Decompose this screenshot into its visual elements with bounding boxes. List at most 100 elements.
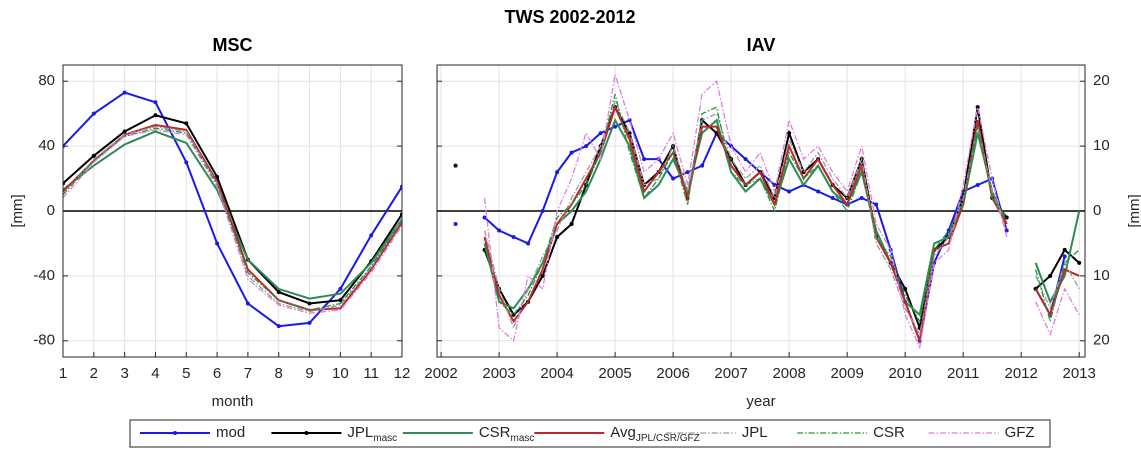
legend-name: GFZ	[1005, 424, 1035, 441]
series-marker	[184, 160, 189, 165]
series-marker	[307, 301, 312, 306]
series-marker	[540, 209, 545, 213]
series-marker	[453, 163, 458, 168]
series-marker	[526, 241, 531, 246]
x-tick-label: 2012	[1004, 365, 1037, 382]
y-tick-label: 20	[1093, 72, 1110, 89]
x-tick-label: 2009	[830, 365, 863, 382]
series-marker	[338, 298, 343, 303]
x-tick-label: 2008	[772, 365, 805, 382]
series-marker	[1004, 228, 1009, 233]
series-marker	[598, 131, 603, 136]
x-tick-label: 2004	[540, 365, 573, 382]
series-marker	[122, 90, 127, 95]
series-marker	[685, 170, 690, 175]
series-marker	[555, 170, 560, 175]
x-tick-label: 12	[394, 365, 411, 382]
x-tick-label: 2007	[714, 365, 747, 382]
y-axis-label: [mm]	[1126, 194, 1141, 227]
legend-label: AvgJPL/CSR/GFZ	[610, 424, 699, 444]
series-marker	[1062, 254, 1067, 259]
series-group	[453, 104, 1082, 332]
series-marker	[245, 301, 250, 306]
series-marker	[482, 215, 487, 220]
series-marker	[975, 105, 980, 110]
series-marker	[91, 153, 96, 158]
series-marker	[830, 196, 835, 201]
x-tick-label: 2013	[1063, 365, 1096, 382]
series-marker	[369, 233, 374, 238]
legend-name: mod	[216, 424, 245, 441]
y-axis-label: [mm]	[9, 194, 26, 227]
series-group	[483, 104, 1080, 345]
legend-marker	[173, 431, 177, 435]
x-tick-label: 2	[90, 365, 98, 382]
x-tick-label: 8	[275, 365, 283, 382]
series-marker	[569, 221, 574, 226]
series-marker	[276, 324, 281, 329]
legend-name: JPL	[742, 424, 768, 441]
y-tick-label: -80	[33, 332, 55, 349]
plot-frame	[436, 64, 1086, 358]
y-tick-label: 0	[1093, 202, 1101, 219]
series-marker	[153, 100, 158, 105]
y-tick-label: 80	[38, 72, 55, 89]
x-tick-label: 6	[213, 365, 221, 382]
series-group	[63, 129, 402, 314]
x-tick-label: 1	[59, 365, 67, 382]
x-tick-label: 9	[305, 365, 313, 382]
legend-name: CSR	[873, 424, 905, 441]
series-marker	[816, 189, 821, 194]
series-group	[63, 113, 402, 306]
series-line	[483, 98, 1080, 337]
figure-title: TWS 2002-2012	[504, 7, 635, 27]
legend-subscript: masc	[511, 433, 535, 444]
series-marker	[91, 111, 96, 116]
series-marker	[700, 163, 705, 168]
series-marker	[122, 129, 127, 134]
x-tick-label: 3	[120, 365, 128, 382]
legend-name: CSR	[479, 424, 511, 441]
legend-label: CSRmasc	[479, 424, 535, 444]
plot-frame	[62, 64, 403, 358]
x-tick-label: 10	[332, 365, 349, 382]
legend-label: CSR	[873, 424, 905, 441]
series-group	[483, 98, 1080, 337]
series-marker	[215, 241, 220, 246]
series-marker	[671, 176, 676, 181]
series-marker	[555, 234, 560, 239]
legend-subscript: masc	[373, 433, 397, 444]
series-line	[63, 129, 402, 314]
legend-subscript: JPL/CSR/GFZ	[636, 433, 700, 444]
series-group	[63, 90, 402, 329]
series-line	[63, 127, 402, 311]
series-marker	[511, 234, 516, 239]
subplot-title: IAV	[747, 35, 776, 55]
series-marker	[1048, 273, 1053, 278]
x-tick-label: 2006	[656, 365, 689, 382]
series-marker	[975, 183, 980, 188]
legend-marker	[304, 431, 309, 435]
legend-name: Avg	[610, 424, 636, 441]
series-marker	[307, 320, 312, 325]
x-tick-label: 2010	[888, 365, 921, 382]
series-group	[63, 123, 402, 312]
x-tick-label: 5	[182, 365, 190, 382]
series-line	[63, 123, 402, 312]
legend-label: JPLmasc	[347, 424, 397, 444]
subplot-title: MSC	[213, 35, 253, 55]
x-axis-label: year	[746, 393, 775, 410]
series-marker	[497, 228, 502, 233]
legend-label: JPL	[742, 424, 768, 441]
series-group	[483, 74, 1080, 350]
series-marker	[338, 286, 343, 291]
series-group	[63, 127, 402, 311]
y-tick-label: 40	[38, 137, 55, 154]
series-marker	[569, 150, 574, 155]
series-marker	[540, 273, 545, 278]
legend-label: GFZ	[1005, 424, 1035, 441]
x-tick-label: 7	[244, 365, 252, 382]
series-marker	[787, 131, 792, 136]
y-tick-label: 20	[1093, 332, 1110, 349]
